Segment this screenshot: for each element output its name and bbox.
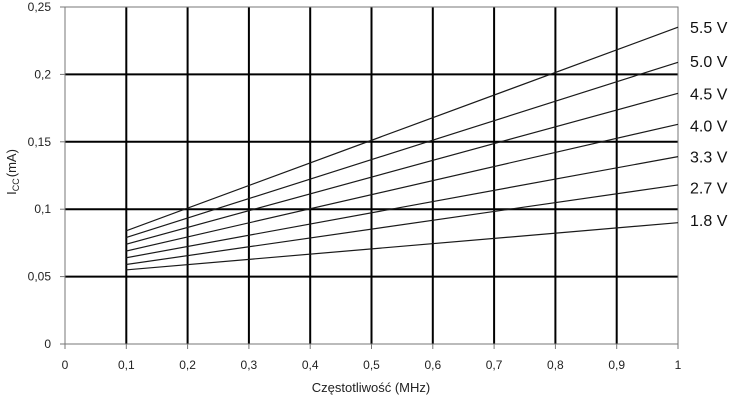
- series-line: [126, 123, 679, 252]
- y-tick-label: 0,2: [34, 67, 51, 81]
- y-tick-labels: 0 0,05 0,1 0,15 0,2 0,25: [28, 0, 52, 351]
- series-label: 5.5 V: [690, 20, 728, 37]
- grid-lines: [60, 6, 679, 349]
- x-tick-label: 0,6: [424, 358, 441, 372]
- x-tick-label: 0,3: [241, 358, 258, 372]
- x-tick-label: 0,9: [608, 358, 625, 372]
- x-tick-label: 0,8: [547, 358, 564, 372]
- y-axis-label: ICC(mA): [4, 149, 21, 195]
- series-line: [126, 184, 679, 266]
- x-tick-label: 0,7: [486, 358, 503, 372]
- series-label: 4.0 V: [690, 119, 728, 136]
- y-axis-label-subscript: CC: [11, 178, 21, 191]
- y-tick-label: 0,25: [28, 0, 52, 14]
- series-line: [126, 61, 679, 239]
- x-axis-label: Częstotliwość (MHz): [312, 380, 430, 395]
- plot-frame: [64, 6, 679, 345]
- series-line: [126, 156, 679, 259]
- series-label: 2.7 V: [690, 181, 728, 198]
- series-lines: [126, 26, 679, 271]
- series-label: 5.0 V: [690, 54, 728, 71]
- y-tick-label: 0,05: [28, 270, 52, 284]
- y-axis-label-main: I: [4, 191, 19, 195]
- y-axis-label-unit: (mA): [4, 149, 19, 177]
- y-tick-label: 0,15: [28, 135, 52, 149]
- x-tick-label: 0,4: [302, 358, 319, 372]
- x-tick-label: 0: [62, 358, 69, 372]
- series-label: 4.5 V: [690, 86, 728, 103]
- x-tick-labels: 0 0,1 0,2 0,3 0,4 0,5 0,6 0,7 0,8 0,9 1: [62, 358, 682, 372]
- series-line: [126, 222, 679, 271]
- x-tick-label: 0,5: [363, 358, 380, 372]
- series-line: [126, 92, 679, 245]
- series-labels: 5.5 V 5.0 V 4.5 V 4.0 V 3.3 V 2.7 V 1.8 V: [690, 20, 728, 230]
- y-tick-label: 0: [44, 337, 51, 351]
- series-line: [126, 26, 679, 232]
- y-tick-label: 0,1: [34, 202, 51, 216]
- x-tick-label: 0,1: [118, 358, 135, 372]
- x-tick-label: 0,2: [179, 358, 196, 372]
- series-label: 3.3 V: [690, 150, 728, 167]
- series-label: 1.8 V: [690, 213, 728, 230]
- x-tick-label: 1: [675, 358, 682, 372]
